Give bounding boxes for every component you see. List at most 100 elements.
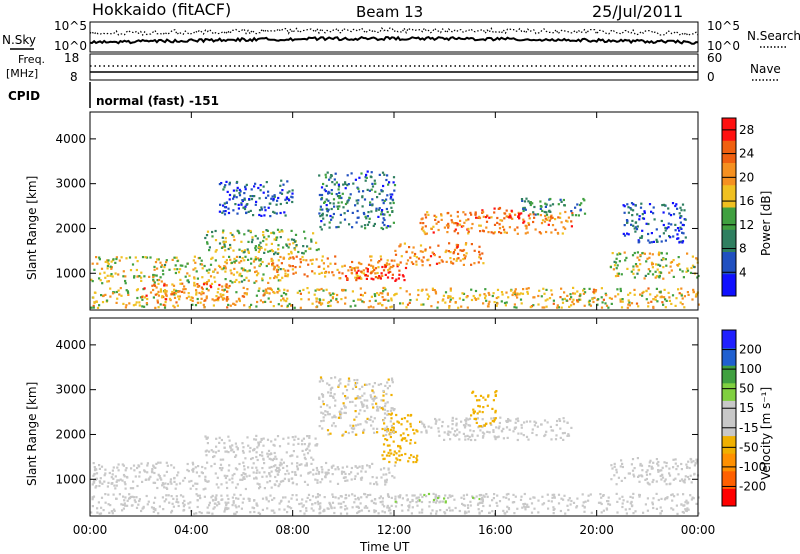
power-echo-cell — [372, 270, 375, 273]
velocity-echo-cell — [672, 508, 675, 511]
power-echo-cell — [92, 306, 95, 309]
power-echo-cell — [364, 215, 367, 218]
power-echo-cell — [658, 276, 661, 279]
power-echo-cell — [152, 278, 155, 281]
velocity-echo-cell — [537, 511, 540, 514]
power-echo-cell — [380, 189, 383, 192]
velocity-echo-cell — [383, 505, 386, 508]
power-echo-cell — [330, 192, 333, 195]
power-echo-cell — [338, 205, 341, 208]
velocity-echo-cell — [206, 461, 209, 464]
power-echo-cell — [634, 230, 637, 233]
power-echo-cell — [559, 212, 562, 215]
power-echo-cell — [145, 303, 149, 306]
power-echo-cell — [306, 275, 309, 278]
power-echo-cell — [132, 304, 135, 307]
power-echo-cell — [513, 292, 517, 295]
power-echo-cell — [667, 222, 670, 225]
colorbar-segment — [722, 453, 736, 472]
power-echo-cell — [377, 293, 381, 296]
power-echo-cell — [667, 291, 670, 294]
power-echo-cell — [325, 198, 328, 201]
power-echo-cell — [354, 304, 357, 307]
power-echo-cell — [326, 171, 329, 174]
velocity-echo-cell — [384, 405, 387, 408]
power-echo-cell — [493, 223, 497, 226]
velocity-echo-cell — [389, 432, 392, 435]
power-echo-cell — [633, 276, 636, 279]
velocity-echo-cell — [242, 497, 245, 500]
power-echo-cell — [482, 262, 485, 265]
velocity-echo-cell — [193, 512, 196, 515]
velocity-echo-cell — [117, 479, 120, 482]
power-echo-cell — [207, 289, 210, 292]
power-echo-cell — [462, 263, 465, 266]
power-echo-cell — [165, 261, 168, 264]
velocity-echo-cell — [163, 500, 166, 503]
velocity-echo-cell — [206, 511, 209, 514]
power-echo-cell — [191, 303, 194, 306]
power-echo-cell — [559, 296, 562, 299]
velocity-echo-cell — [344, 411, 347, 415]
velocity-echo-cell — [299, 474, 302, 477]
power-echo-cell — [249, 229, 252, 233]
power-echo-cell — [262, 294, 265, 297]
velocity-echo-cell — [676, 465, 679, 468]
power-echo-cell — [455, 259, 458, 262]
velocity-echo-cell — [356, 395, 359, 398]
power-echo-cell — [100, 267, 104, 270]
power-echo-cell — [250, 303, 253, 306]
power-echo-cell — [310, 238, 313, 241]
velocity-echo-cell — [668, 472, 671, 475]
power-echo-cell — [254, 258, 257, 261]
velocity-echo-cell — [253, 438, 256, 441]
power-echo-cell — [149, 256, 152, 259]
power-echo-cell — [619, 252, 622, 256]
velocity-echo-cell — [183, 503, 186, 506]
velocity-echo-cell — [153, 481, 157, 484]
power-echo-cell — [663, 288, 666, 291]
velocity-echo-cell — [482, 504, 485, 508]
power-echo-cell — [664, 239, 667, 242]
velocity-echo-cell — [599, 501, 602, 504]
power-echo-cell — [678, 241, 681, 244]
power-echo-cell — [224, 278, 227, 281]
power-echo-cell — [304, 237, 307, 240]
power-echo-cell — [242, 206, 245, 209]
power-echo-cell — [362, 301, 365, 304]
power-echo-cell — [326, 301, 330, 304]
velocity-echo-cell — [549, 425, 552, 428]
power-echo-cell — [582, 289, 585, 292]
power-echo-cell — [337, 201, 340, 204]
power-echo-cell — [235, 196, 238, 199]
velocity-echo-cell — [394, 498, 397, 501]
power-echo-cell — [138, 275, 141, 278]
power-echo-cell — [692, 290, 695, 293]
power-echo-cell — [141, 296, 144, 299]
power-echo-cell — [126, 290, 129, 293]
power-echo-cell — [291, 200, 294, 204]
velocity-echo-cell — [390, 504, 393, 507]
power-echo-cell — [513, 306, 516, 309]
power-echo-cell — [251, 238, 254, 241]
velocity-echo-cell — [166, 487, 169, 490]
power-echo-cell — [300, 298, 303, 301]
velocity-echo-cell — [514, 426, 518, 429]
power-echo-cell — [516, 296, 519, 299]
velocity-echo-cell — [523, 502, 527, 505]
power-echo-cell — [470, 288, 473, 291]
power-echo-cell — [203, 281, 206, 285]
velocity-echo-cell — [511, 501, 514, 504]
power-echo-cell — [545, 305, 548, 308]
power-echo-cell — [224, 267, 227, 270]
velocity-echo-cell — [280, 458, 283, 461]
velocity-echo-cell — [305, 509, 308, 512]
power-echo-cell — [389, 225, 392, 228]
velocity-echo-cell — [239, 493, 242, 497]
power-echo-cell — [537, 303, 540, 306]
velocity-echo-cell — [397, 444, 400, 448]
power-echo-cell — [297, 250, 300, 254]
power-echo-cell — [356, 216, 359, 219]
power-echo-cell — [571, 214, 574, 217]
velocity-echo-cell — [494, 409, 497, 412]
